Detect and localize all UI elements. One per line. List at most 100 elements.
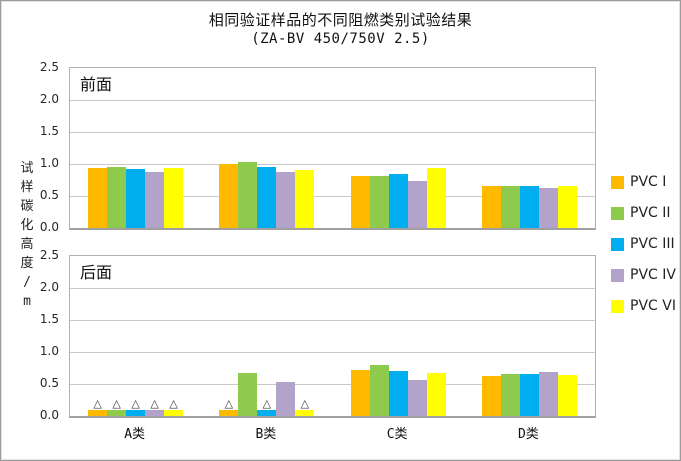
y-axis-title-char: m bbox=[23, 294, 31, 309]
bar-pvc-vi-B类 bbox=[295, 169, 315, 228]
bar-pvc-vi-B类: △ bbox=[295, 398, 315, 416]
bar-group-A类 bbox=[70, 68, 201, 228]
bar-pvc-i-B类 bbox=[219, 164, 239, 228]
bar-pvc-ii-A类: △ bbox=[107, 398, 127, 416]
y-tick-label: 0.0 bbox=[39, 220, 59, 234]
y-tick-label: 0.0 bbox=[39, 408, 59, 422]
bar-group-D类 bbox=[464, 68, 595, 228]
bar-pvc-iv-B类 bbox=[276, 171, 296, 228]
triangle-marker: △ bbox=[169, 396, 178, 410]
chart-title: 相同验证样品的不同阻燃类别试验结果 bbox=[208, 11, 473, 29]
panel-label-front: 前面 bbox=[80, 75, 113, 94]
bar-pvc-iv-C类 bbox=[407, 181, 427, 228]
y-tick-label: 0.5 bbox=[39, 376, 59, 390]
y-axis-title-char: 度 bbox=[20, 256, 34, 271]
category-label-C类: C类 bbox=[386, 427, 408, 442]
bar-pvc-iv-A类: △ bbox=[145, 398, 165, 416]
category-label-D类: D类 bbox=[517, 427, 539, 442]
gridline bbox=[70, 196, 595, 197]
bar-pvc-vi-A类 bbox=[164, 167, 184, 228]
bar-pvc-iii-C类 bbox=[388, 370, 408, 416]
bar-pvc-i-A类: △ bbox=[88, 398, 108, 416]
legend-entry-pvc-vi: PVC VI bbox=[611, 297, 676, 315]
y-tick-label: 2.0 bbox=[39, 92, 59, 106]
legend-label: PVC II bbox=[630, 205, 671, 221]
bar-pvc-vi-D类 bbox=[557, 186, 577, 228]
bar-pvc-ii-C类 bbox=[369, 364, 389, 416]
bar-pvc-vi-C类 bbox=[426, 167, 446, 228]
bar-pvc-i-C类 bbox=[350, 369, 370, 416]
bar-pvc-i-B类: △ bbox=[219, 398, 239, 416]
gridline bbox=[70, 288, 595, 289]
y-axis-title-char: / bbox=[23, 275, 31, 290]
y-axis-ticks-back: 2.5 2.0 1.5 1.0 0.5 0.0 bbox=[27, 248, 61, 422]
legend-label: PVC VI bbox=[630, 298, 676, 314]
y-axis-title-char: 试 bbox=[20, 161, 34, 176]
category-label-B类: B类 bbox=[255, 427, 277, 442]
y-tick-label: 2.5 bbox=[39, 248, 59, 262]
legend-swatch-icon bbox=[611, 299, 624, 313]
chart-subtitle: (ZA-BV 450/750V 2.5) bbox=[251, 31, 430, 47]
y-axis-ticks-front: 2.5 2.0 1.5 1.0 0.5 0.0 bbox=[27, 60, 61, 234]
gridline bbox=[70, 100, 595, 101]
legend-swatch-icon bbox=[611, 268, 624, 282]
bar-groups-front bbox=[70, 68, 595, 228]
x-axis-labels: A类 B类 C类 D类 bbox=[69, 423, 594, 442]
bar-pvc-iii-B类 bbox=[257, 167, 277, 228]
bar-pvc-i-A类 bbox=[88, 168, 108, 228]
y-tick-label: 1.0 bbox=[39, 156, 59, 170]
bar-pvc-iii-D类 bbox=[519, 185, 539, 228]
bar-group-B类: △ △ △ bbox=[201, 256, 332, 416]
bar-pvc-ii-D类 bbox=[500, 374, 520, 416]
triangle-marker: △ bbox=[262, 396, 272, 410]
gridline bbox=[70, 320, 595, 321]
bar-pvc-iv-C类 bbox=[407, 379, 427, 416]
legend-label: PVC IV bbox=[630, 267, 676, 283]
bar-group-A类: △ △ △ △ △ bbox=[70, 256, 201, 416]
gridline bbox=[70, 132, 595, 133]
y-axis-title-char: 高 bbox=[20, 237, 34, 252]
y-axis-title-char: 样 bbox=[20, 180, 34, 195]
triangle-marker: △ bbox=[150, 396, 159, 410]
bar-group-B类 bbox=[201, 68, 332, 228]
bar-pvc-i-D类 bbox=[481, 375, 501, 416]
bar-group-C类 bbox=[333, 256, 464, 416]
bar-pvc-iii-A类 bbox=[126, 169, 146, 228]
legend-label: PVC III bbox=[630, 236, 675, 252]
legend-label: PVC I bbox=[630, 174, 667, 190]
y-tick-label: 2.0 bbox=[39, 280, 59, 294]
y-axis-title-char: 碳 bbox=[20, 199, 34, 214]
triangle-marker: △ bbox=[93, 396, 102, 410]
legend: PVC I PVC II PVC III PVC IV PVC VI bbox=[611, 173, 676, 328]
gridline bbox=[70, 352, 595, 353]
bar-pvc-iv-D类 bbox=[538, 372, 558, 416]
bar-pvc-ii-B类 bbox=[238, 373, 258, 416]
bar-pvc-vi-D类 bbox=[557, 375, 577, 416]
panel-front: 前面 bbox=[69, 67, 596, 230]
y-axis-title: 试样碳化高度 / m bbox=[17, 159, 37, 311]
legend-entry-pvc-ii: PVC II bbox=[611, 204, 676, 222]
bar-pvc-vi-A类: △ bbox=[164, 398, 184, 416]
gridline bbox=[70, 164, 595, 165]
legend-swatch-icon bbox=[611, 206, 624, 220]
bar-pvc-ii-D类 bbox=[500, 185, 520, 228]
bar-pvc-ii-C类 bbox=[369, 176, 389, 228]
bar-pvc-iv-D类 bbox=[538, 187, 558, 228]
triangle-marker: △ bbox=[224, 396, 234, 410]
legend-swatch-icon bbox=[611, 237, 624, 251]
legend-entry-pvc-iii: PVC III bbox=[611, 235, 676, 253]
bar-pvc-i-D类 bbox=[481, 185, 501, 228]
bar-group-C类 bbox=[333, 68, 464, 228]
legend-entry-pvc-iv: PVC IV bbox=[611, 266, 676, 284]
bar-groups-back: △ △ △ △ △ △ △ △ bbox=[70, 256, 595, 416]
bar-pvc-i-C类 bbox=[350, 176, 370, 228]
gridline bbox=[70, 384, 595, 385]
triangle-marker: △ bbox=[131, 396, 140, 410]
bar-group-D类 bbox=[464, 256, 595, 416]
category-label-A类: A类 bbox=[124, 427, 146, 442]
bar-pvc-vi-C类 bbox=[426, 373, 446, 416]
triangle-marker: △ bbox=[112, 396, 121, 410]
y-tick-label: 0.5 bbox=[39, 188, 59, 202]
y-tick-label: 1.5 bbox=[39, 124, 59, 138]
